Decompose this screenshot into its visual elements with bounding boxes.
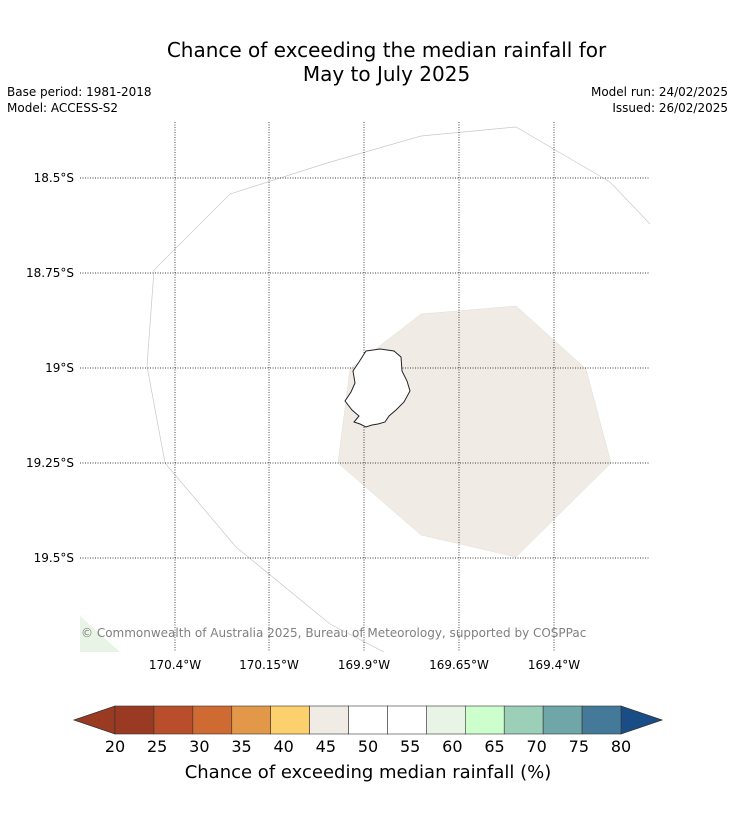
meta-right: Model run: 24/02/2025 Issued: 26/02/2025 bbox=[591, 84, 728, 116]
model-text: Model: ACCESS-S2 bbox=[7, 101, 119, 115]
colorbar-tick-label: 65 bbox=[484, 737, 505, 756]
colorbar-segment bbox=[309, 705, 349, 735]
colorbar-segment bbox=[231, 705, 271, 735]
island-coastline bbox=[344, 348, 411, 428]
lon-label: 169.4°W bbox=[527, 658, 581, 672]
colorbar-tick-label: 35 bbox=[231, 737, 252, 756]
colorbar-tick-label: 60 bbox=[442, 737, 463, 756]
colorbar-segment bbox=[426, 705, 466, 735]
colorbar-over-arrow bbox=[620, 705, 664, 735]
colorbar-under-arrow bbox=[72, 705, 116, 735]
colorbar-segment bbox=[387, 705, 427, 735]
lat-label: 19.25°S bbox=[26, 456, 74, 470]
forecast-region bbox=[337, 305, 612, 558]
title-line-2: May to July 2025 bbox=[302, 62, 471, 86]
lon-label: 169.65°W bbox=[429, 658, 489, 672]
colorbar-segment bbox=[465, 705, 505, 735]
colorbar-tick-label: 70 bbox=[526, 737, 547, 756]
colorbar-tick-label: 40 bbox=[273, 737, 294, 756]
colorbar-tick-label: 80 bbox=[610, 737, 632, 756]
colorbar-tick-label: 20 bbox=[104, 737, 126, 756]
colorbar-tick-label: 55 bbox=[399, 737, 421, 756]
lat-label: 18.5°S bbox=[33, 171, 74, 185]
colorbar-label: Chance of exceeding median rainfall (%) bbox=[184, 762, 552, 783]
colorbar-segment bbox=[348, 705, 388, 735]
map-title: Chance of exceeding the median rainfall … bbox=[0, 38, 736, 86]
copyright-text: © Commonwealth of Australia 2025, Bureau… bbox=[81, 626, 587, 640]
colorbar-tick-label: 50 bbox=[357, 737, 379, 756]
colorbar-segment bbox=[153, 705, 194, 735]
colorbar-tick-label: 30 bbox=[189, 737, 210, 756]
lat-label: 19.5°S bbox=[33, 551, 74, 565]
colorbar-segment bbox=[114, 705, 155, 735]
lat-label: 19°S bbox=[45, 361, 74, 375]
colorbar-tick-label: 75 bbox=[568, 737, 589, 756]
lon-label: 170.4°W bbox=[148, 658, 202, 672]
colorbar-segment bbox=[503, 705, 544, 735]
title-line-1: Chance of exceeding the median rainfall … bbox=[166, 38, 607, 62]
outer-boundary bbox=[146, 126, 651, 653]
lat-label: 18.75°S bbox=[26, 266, 74, 280]
meta-left: Base period: 1981-2018 Model: ACCESS-S2 bbox=[7, 84, 152, 116]
colorbar-segment bbox=[581, 705, 622, 735]
issued-text: Issued: 26/02/2025 bbox=[612, 101, 728, 115]
colorbar bbox=[72, 705, 664, 735]
model-run-text: Model run: 24/02/2025 bbox=[590, 85, 728, 99]
colorbar-segment bbox=[542, 705, 583, 735]
base-period-text: Base period: 1981-2018 bbox=[7, 85, 152, 99]
lon-label: 170.15°W bbox=[239, 658, 299, 672]
colorbar-tick-label: 45 bbox=[315, 737, 336, 756]
lon-label: 169.9°W bbox=[337, 658, 391, 672]
corner-region bbox=[80, 616, 120, 652]
colorbar-segment bbox=[270, 705, 310, 735]
colorbar-tick-label: 25 bbox=[146, 737, 168, 756]
colorbar-segment bbox=[192, 705, 233, 735]
